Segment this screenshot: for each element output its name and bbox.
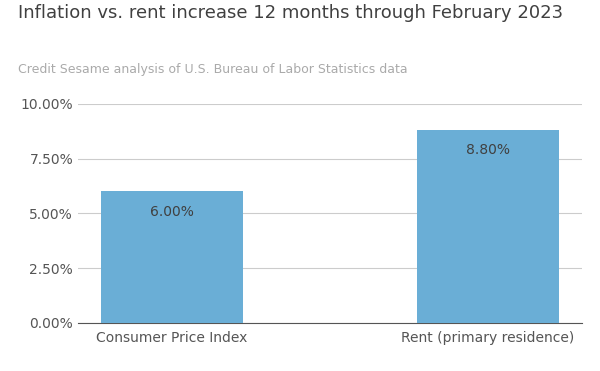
Text: Inflation vs. rent increase 12 months through February 2023: Inflation vs. rent increase 12 months th… <box>18 4 563 22</box>
Text: 8.80%: 8.80% <box>466 143 510 157</box>
Bar <box>417 130 559 323</box>
Text: 6.00%: 6.00% <box>150 204 194 219</box>
Text: Credit Sesame analysis of U.S. Bureau of Labor Statistics data: Credit Sesame analysis of U.S. Bureau of… <box>18 63 407 76</box>
Bar <box>101 191 243 323</box>
